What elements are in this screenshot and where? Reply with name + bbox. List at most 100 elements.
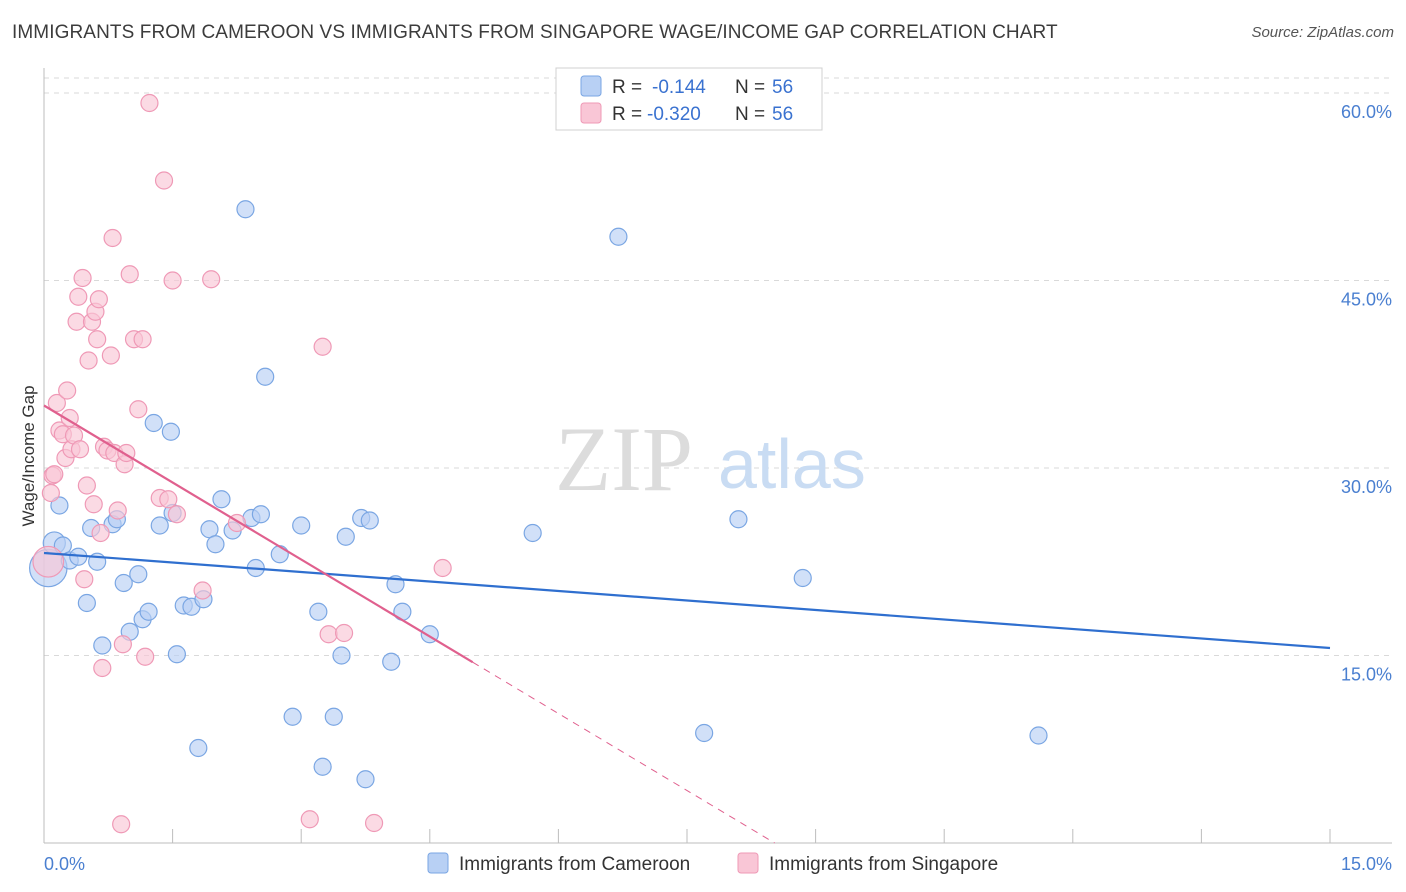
data-point-cameroon <box>729 510 748 529</box>
legend-n-value-singapore: 56 <box>772 104 793 125</box>
data-point-cameroon <box>50 496 69 515</box>
data-point-singapore <box>79 351 98 370</box>
data-point-singapore <box>77 476 96 495</box>
data-point-cameroon <box>77 593 96 613</box>
data-point-cameroon <box>212 490 231 509</box>
data-point-singapore <box>91 523 110 543</box>
legend-n-label: N = <box>735 104 765 125</box>
bottom-legend-swatch-cameroon <box>427 852 449 874</box>
data-point-singapore <box>47 393 66 413</box>
trendline-extension-singapore <box>472 661 775 844</box>
data-point-cameroon <box>150 516 169 535</box>
legend-r-value-singapore: -0.320 <box>647 104 701 125</box>
chart-title: IMMIGRANTS FROM CAMEROON VS IMMIGRANTS F… <box>12 22 1058 43</box>
data-point-cameroon <box>139 602 158 621</box>
y-tick-label: 15.0% <box>1341 665 1392 685</box>
data-point-cameroon <box>129 565 148 584</box>
legend-n-label: N = <box>735 77 765 98</box>
data-point-singapore <box>202 270 221 289</box>
data-point-singapore <box>159 490 178 509</box>
data-point-cameroon <box>251 505 271 524</box>
data-point-cameroon <box>144 413 163 433</box>
data-point-singapore <box>319 625 338 644</box>
legend-r-value-cameroon: -0.144 <box>652 77 706 98</box>
data-point-singapore <box>84 495 103 514</box>
data-point-cameroon <box>161 422 180 441</box>
x-axis-tick-labels: 0.0% 15.0% <box>44 854 1392 874</box>
data-point-cameroon <box>189 738 208 758</box>
watermark: ZIP atlas <box>555 408 866 510</box>
trendline-singapore <box>43 404 474 664</box>
legend-n-value-cameroon: 56 <box>772 77 793 98</box>
y-tick-label: 60.0% <box>1341 102 1392 122</box>
data-point-singapore <box>364 813 384 833</box>
x-tick-label: 15.0% <box>1341 854 1392 874</box>
bottom-legend-swatch-singapore <box>737 852 759 874</box>
series-singapore-points <box>32 93 452 834</box>
data-point-cameroon <box>523 523 542 543</box>
data-point-singapore <box>75 570 94 589</box>
data-point-singapore <box>163 271 182 290</box>
data-point-singapore <box>313 337 332 356</box>
y-tick-label: 30.0% <box>1341 477 1392 497</box>
data-point-singapore <box>93 658 112 678</box>
data-point-cameroon <box>206 535 225 554</box>
data-point-cameroon <box>356 770 375 789</box>
y-axis-tick-labels: 15.0% 30.0% 45.0% 60.0% <box>1341 102 1392 685</box>
data-point-cameroon <box>114 573 133 593</box>
watermark-atlas: atlas <box>718 425 866 503</box>
data-point-singapore <box>70 440 90 459</box>
data-point-cameroon <box>695 723 714 743</box>
data-point-singapore <box>67 312 86 331</box>
data-point-cameroon <box>609 227 628 246</box>
data-point-singapore <box>133 330 152 349</box>
source-label: Source: ZipAtlas.com <box>1251 24 1394 41</box>
data-point-cameroon <box>93 636 112 655</box>
trendlines <box>43 404 1331 844</box>
data-point-singapore <box>88 330 107 349</box>
data-point-cameroon <box>332 646 351 665</box>
legend-r-label: R = <box>612 104 642 125</box>
legend-swatch-singapore <box>580 102 602 124</box>
data-point-cameroon <box>313 757 332 776</box>
data-point-cameroon <box>292 516 311 535</box>
y-axis-title: Wage/Income Gap <box>19 385 38 526</box>
data-point-cameroon <box>360 511 379 530</box>
data-point-singapore <box>140 93 159 113</box>
data-point-singapore <box>101 346 120 365</box>
correlation-legend: R = -0.144 N = 56 R = -0.320 N = 56 <box>555 67 823 131</box>
x-tick-label: 0.0% <box>44 854 85 874</box>
data-point-singapore <box>120 265 139 284</box>
data-point-singapore <box>58 381 77 400</box>
data-point-cameroon <box>793 568 812 588</box>
data-point-singapore <box>32 545 65 578</box>
data-point-singapore <box>334 623 354 643</box>
data-point-singapore <box>113 635 132 654</box>
series-legend: Immigrants from Cameroon Immigrants from… <box>427 852 998 875</box>
series-cameroon-points <box>28 200 1048 789</box>
data-point-singapore <box>69 287 88 306</box>
legend-r-label: R = <box>612 77 642 98</box>
data-point-singapore <box>41 483 60 503</box>
legend-swatch-cameroon <box>580 75 602 97</box>
data-point-cameroon <box>382 652 401 671</box>
data-point-cameroon <box>324 707 343 726</box>
y-tick-label: 45.0% <box>1341 290 1392 310</box>
data-point-cameroon <box>236 200 255 219</box>
data-point-cameroon <box>336 527 355 546</box>
data-point-singapore <box>108 501 127 520</box>
data-point-singapore <box>300 810 319 829</box>
data-point-singapore <box>73 268 92 288</box>
data-point-singapore <box>112 815 131 834</box>
data-point-singapore <box>89 290 108 309</box>
data-point-cameroon <box>167 645 186 664</box>
data-point-singapore <box>136 647 155 666</box>
bottom-legend-label-singapore: Immigrants from Singapore <box>769 854 998 875</box>
data-point-singapore <box>45 465 64 484</box>
data-point-cameroon <box>283 707 302 726</box>
data-point-singapore <box>154 171 174 190</box>
bottom-legend-label-cameroon: Immigrants from Cameroon <box>459 854 690 875</box>
data-point-singapore <box>103 228 122 248</box>
trendline-cameroon <box>43 551 1331 650</box>
